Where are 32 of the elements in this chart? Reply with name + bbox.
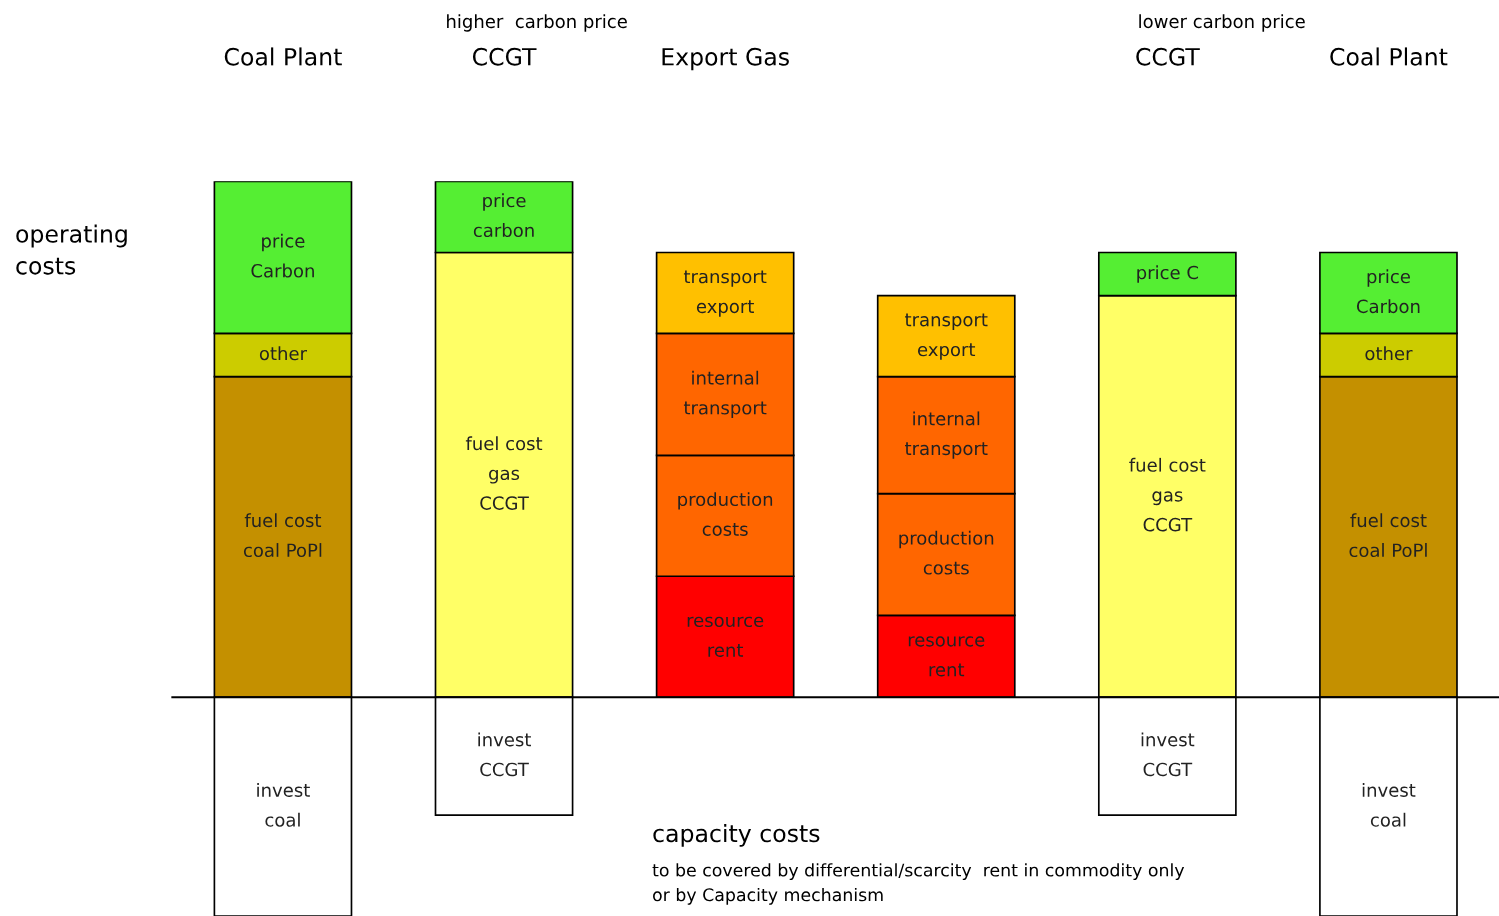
annotation: price Carbon xyxy=(251,233,314,278)
annotation: capacity costs xyxy=(653,823,820,847)
annotation: fuel cost coal PoPl xyxy=(243,513,322,558)
annotation: invest coal xyxy=(257,782,310,827)
x-tick-label: CCGT xyxy=(1136,47,1200,66)
annotation: transport export xyxy=(683,270,767,317)
annotation: invest CCGT xyxy=(478,732,531,777)
annotation: fuel cost gas CCGT xyxy=(1129,457,1206,532)
x-tick-label: CCGT xyxy=(472,47,537,66)
x-tick-label: Export Gas xyxy=(662,47,789,71)
annotation: other xyxy=(259,346,307,361)
annotation: invest CCGT xyxy=(1141,732,1195,777)
annotation: resource rent xyxy=(908,636,985,677)
annotation: invest coal xyxy=(1362,782,1416,827)
text: higher carbon price xyxy=(447,14,627,32)
annotation: internal transport xyxy=(905,411,988,459)
x-tick-label: Coal Plant xyxy=(1330,47,1448,66)
annotation: production costs xyxy=(678,492,773,536)
annotation: price C xyxy=(1137,265,1199,283)
annotation: other xyxy=(1365,346,1413,361)
annotation: price Carbon xyxy=(1356,269,1420,314)
annotation: fuel cost gas CCGT xyxy=(465,436,543,510)
annotation: internal transport xyxy=(683,370,767,419)
annotation: production costs xyxy=(899,530,994,575)
annotation: resource rent xyxy=(687,616,764,657)
annotation: to be covered by differential/scarcity rent in commodity only or by Capacity mechanism xyxy=(652,863,1185,905)
annotation: fuel cost coal PoPl xyxy=(1349,513,1427,558)
text: lower carbon price xyxy=(1139,14,1305,32)
x-tick-label: Coal Plant xyxy=(224,47,342,66)
annotation: transport export xyxy=(905,313,988,360)
text: operating costs xyxy=(16,224,127,275)
text: price carbon xyxy=(473,193,534,238)
